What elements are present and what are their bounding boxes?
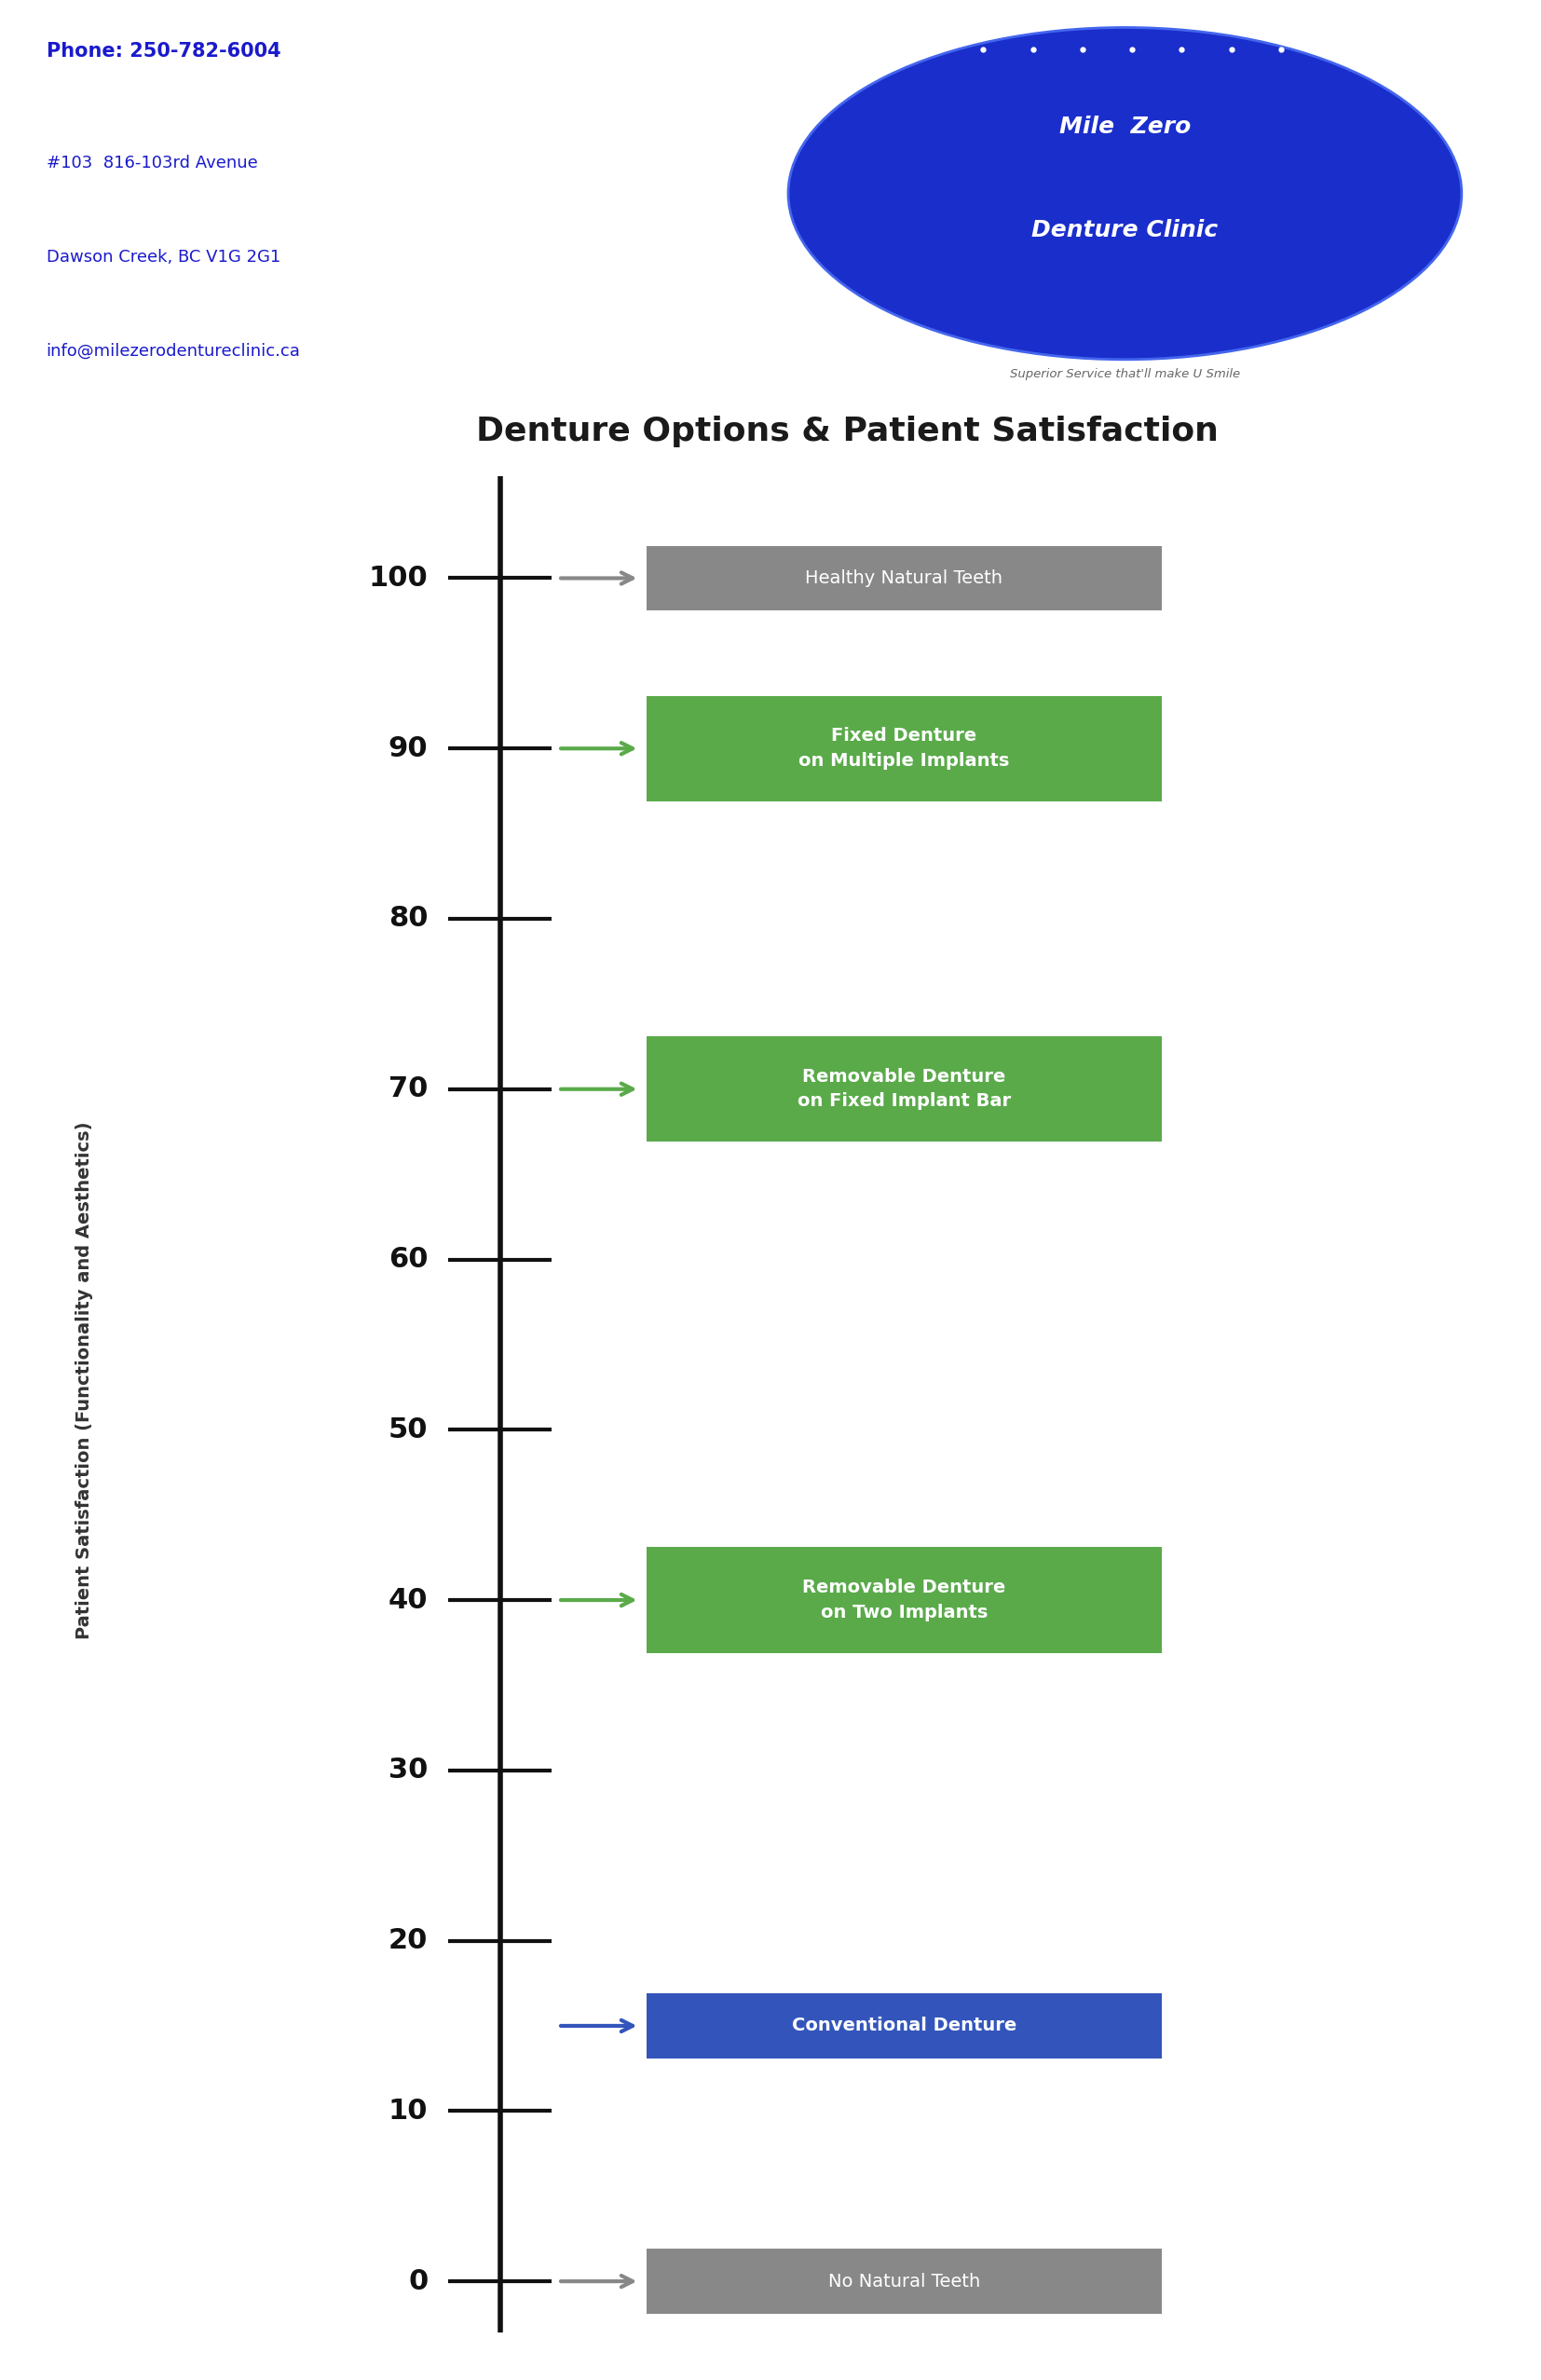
FancyBboxPatch shape: [646, 545, 1162, 612]
Text: 80: 80: [388, 904, 428, 933]
Text: Denture Clinic: Denture Clinic: [1031, 219, 1219, 240]
Text: 20: 20: [388, 1928, 428, 1954]
Text: 30: 30: [388, 1756, 428, 1785]
Text: 90: 90: [388, 735, 428, 762]
FancyBboxPatch shape: [646, 1547, 1162, 1652]
Text: 100: 100: [368, 564, 428, 593]
Text: Mile  Zero: Mile Zero: [1059, 117, 1191, 138]
FancyBboxPatch shape: [646, 695, 1162, 802]
Text: 40: 40: [388, 1587, 428, 1614]
Text: No Natural Teeth: No Natural Teeth: [828, 2273, 980, 2290]
Text: Superior Service that'll make U Smile: Superior Service that'll make U Smile: [1009, 369, 1241, 381]
Text: info@milezerodentureclinic.ca: info@milezerodentureclinic.ca: [46, 343, 300, 359]
Ellipse shape: [789, 29, 1461, 359]
FancyBboxPatch shape: [646, 2249, 1162, 2313]
Text: 0: 0: [408, 2268, 428, 2294]
Text: Phone: 250-782-6004: Phone: 250-782-6004: [46, 43, 280, 62]
Text: Patient Satisfaction (Functionality and Aesthetics): Patient Satisfaction (Functionality and …: [76, 1121, 94, 1640]
Text: Denture Options & Patient Satisfaction: Denture Options & Patient Satisfaction: [476, 416, 1219, 447]
Text: 10: 10: [388, 2097, 428, 2125]
FancyBboxPatch shape: [646, 1994, 1162, 2059]
FancyBboxPatch shape: [646, 1035, 1162, 1142]
Text: Conventional Denture: Conventional Denture: [792, 2016, 1017, 2035]
Text: Healthy Natural Teeth: Healthy Natural Teeth: [806, 569, 1003, 588]
Text: 70: 70: [388, 1076, 428, 1102]
Text: Removable Denture
on Fixed Implant Bar: Removable Denture on Fixed Implant Bar: [797, 1069, 1011, 1111]
Text: 50: 50: [388, 1416, 428, 1442]
Text: Dawson Creek, BC V1G 2G1: Dawson Creek, BC V1G 2G1: [46, 248, 280, 267]
Text: #103  816-103rd Avenue: #103 816-103rd Avenue: [46, 155, 257, 171]
Text: 60: 60: [388, 1245, 428, 1273]
Text: Fixed Denture
on Multiple Implants: Fixed Denture on Multiple Implants: [798, 728, 1009, 769]
Text: Removable Denture
on Two Implants: Removable Denture on Two Implants: [803, 1578, 1006, 1621]
